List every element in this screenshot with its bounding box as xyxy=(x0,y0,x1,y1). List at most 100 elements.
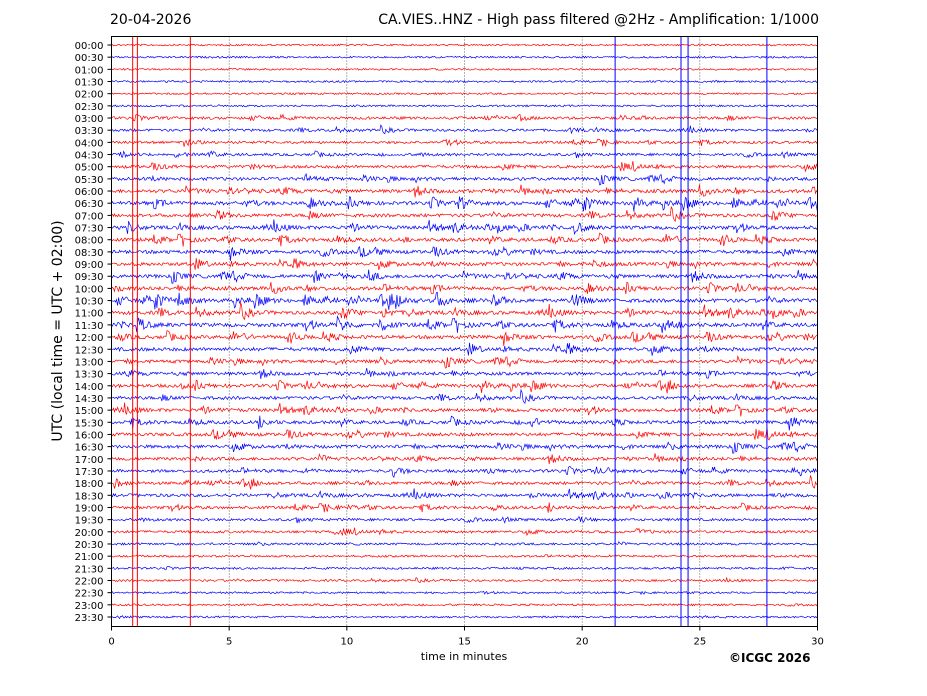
y-tick-label: 13:30 xyxy=(75,370,104,381)
y-tick-label: 19:30 xyxy=(75,516,104,527)
trace-1400 xyxy=(111,379,818,394)
y-tick-label: 10:30 xyxy=(75,297,104,308)
trace-1700 xyxy=(111,452,818,465)
y-axis-label: UTC (local time = UTC + 02:00) xyxy=(50,220,66,441)
y-tick-label: 16:30 xyxy=(75,443,104,454)
trace-1000 xyxy=(111,281,818,295)
y-tick-label: 17:00 xyxy=(75,455,104,466)
trace-1430 xyxy=(111,388,818,404)
trace-0830 xyxy=(111,246,818,261)
trace-1730 xyxy=(111,466,818,478)
trace-1530 xyxy=(111,415,818,431)
y-tick-label: 13:00 xyxy=(75,357,104,368)
y-tick-label: 12:00 xyxy=(75,333,104,344)
y-tick-label: 08:00 xyxy=(75,236,104,247)
y-tick-label: 14:00 xyxy=(75,382,104,393)
trace-0930 xyxy=(111,269,818,284)
trace-1300 xyxy=(111,355,818,369)
trace-1230 xyxy=(111,342,818,356)
copyright: ©ICGC 2026 xyxy=(729,651,811,665)
y-tick-label: 02:30 xyxy=(75,102,104,113)
trace-1900 xyxy=(111,502,818,513)
y-tick-label: 23:00 xyxy=(75,601,104,612)
date-label: 20-04-2026 xyxy=(110,12,192,28)
chart-title: CA.VIES..HNZ - High pass filtered @2Hz -… xyxy=(378,12,819,28)
x-tick-label: 30 xyxy=(811,637,824,648)
trace-1500 xyxy=(111,402,818,417)
trace-1200 xyxy=(111,330,818,347)
y-tick-label: 00:30 xyxy=(75,53,104,64)
y-tick-label: 20:30 xyxy=(75,540,104,551)
y-tick-label: 09:00 xyxy=(75,260,104,271)
x-tick-label: 20 xyxy=(576,637,589,648)
y-tick-label: 11:00 xyxy=(75,309,104,320)
trace-0700 xyxy=(111,206,818,222)
trace-2030 xyxy=(111,541,818,547)
y-tick-label: 22:00 xyxy=(75,576,104,587)
trace-0430 xyxy=(111,150,818,159)
y-tick-label: 07:30 xyxy=(75,224,104,235)
trace-0100 xyxy=(111,67,818,71)
trace-1030 xyxy=(111,291,818,310)
y-tick-label: 07:00 xyxy=(75,211,104,222)
y-tick-label: 05:30 xyxy=(75,175,104,186)
trace-0030 xyxy=(111,55,818,59)
x-tick-label: 25 xyxy=(693,637,706,648)
trace-0330 xyxy=(111,124,818,135)
y-tick-label: 16:00 xyxy=(75,430,104,441)
x-tick-label: 10 xyxy=(340,637,353,648)
trace-1830 xyxy=(111,488,818,500)
y-tick-label: 06:00 xyxy=(75,187,104,198)
y-tick-label: 04:00 xyxy=(75,138,104,149)
trace-0730 xyxy=(111,219,818,236)
y-tick-label: 03:00 xyxy=(75,114,104,125)
trace-2000 xyxy=(111,527,818,537)
y-tick-label: 08:30 xyxy=(75,248,104,259)
x-tick-label: 5 xyxy=(226,637,232,648)
trace-0630 xyxy=(111,196,818,213)
trace-0300 xyxy=(111,113,818,122)
trace-0500 xyxy=(111,160,818,173)
y-tick-label: 02:00 xyxy=(75,90,104,101)
y-tick-label: 04:30 xyxy=(75,151,104,162)
trace-0600 xyxy=(111,184,818,198)
y-tick-label: 22:30 xyxy=(75,589,104,600)
x-tick-label: 0 xyxy=(108,637,114,648)
trace-0230 xyxy=(111,104,818,108)
trace-0530 xyxy=(111,173,818,186)
trace-0130 xyxy=(111,79,818,84)
y-tick-label: 21:00 xyxy=(75,552,104,563)
y-tick-label: 01:30 xyxy=(75,78,104,89)
y-tick-label: 20:00 xyxy=(75,528,104,539)
y-tick-label: 05:00 xyxy=(75,163,104,174)
y-tick-label: 11:30 xyxy=(75,321,104,332)
x-tick-label: 15 xyxy=(458,637,471,648)
trace-1330 xyxy=(111,368,818,379)
trace-0000 xyxy=(111,43,818,47)
y-tick-label: 06:30 xyxy=(75,199,104,210)
y-tick-label: 10:00 xyxy=(75,284,104,295)
x-axis-label: time in minutes xyxy=(421,650,508,663)
y-tick-label: 15:00 xyxy=(75,406,104,417)
y-tick-label: 09:30 xyxy=(75,272,104,283)
trace-2330 xyxy=(111,615,818,620)
y-tick-label: 18:00 xyxy=(75,479,104,490)
trace-1100 xyxy=(111,302,818,321)
y-tick-label: 21:30 xyxy=(75,564,104,575)
y-tick-label: 15:30 xyxy=(75,418,104,429)
trace-1600 xyxy=(111,427,818,441)
trace-1800 xyxy=(111,474,818,490)
trace-1930 xyxy=(111,516,818,524)
trace-2300 xyxy=(111,603,818,607)
trace-2100 xyxy=(111,554,818,558)
trace-1630 xyxy=(111,441,818,454)
trace-0200 xyxy=(111,92,818,96)
y-tick-label: 12:30 xyxy=(75,345,104,356)
trace-0900 xyxy=(111,257,818,271)
trace-2230 xyxy=(111,590,818,596)
y-tick-label: 23:30 xyxy=(75,613,104,624)
y-tick-label: 03:30 xyxy=(75,126,104,137)
y-tick-label: 18:30 xyxy=(75,491,104,502)
y-tick-label: 19:00 xyxy=(75,503,104,514)
